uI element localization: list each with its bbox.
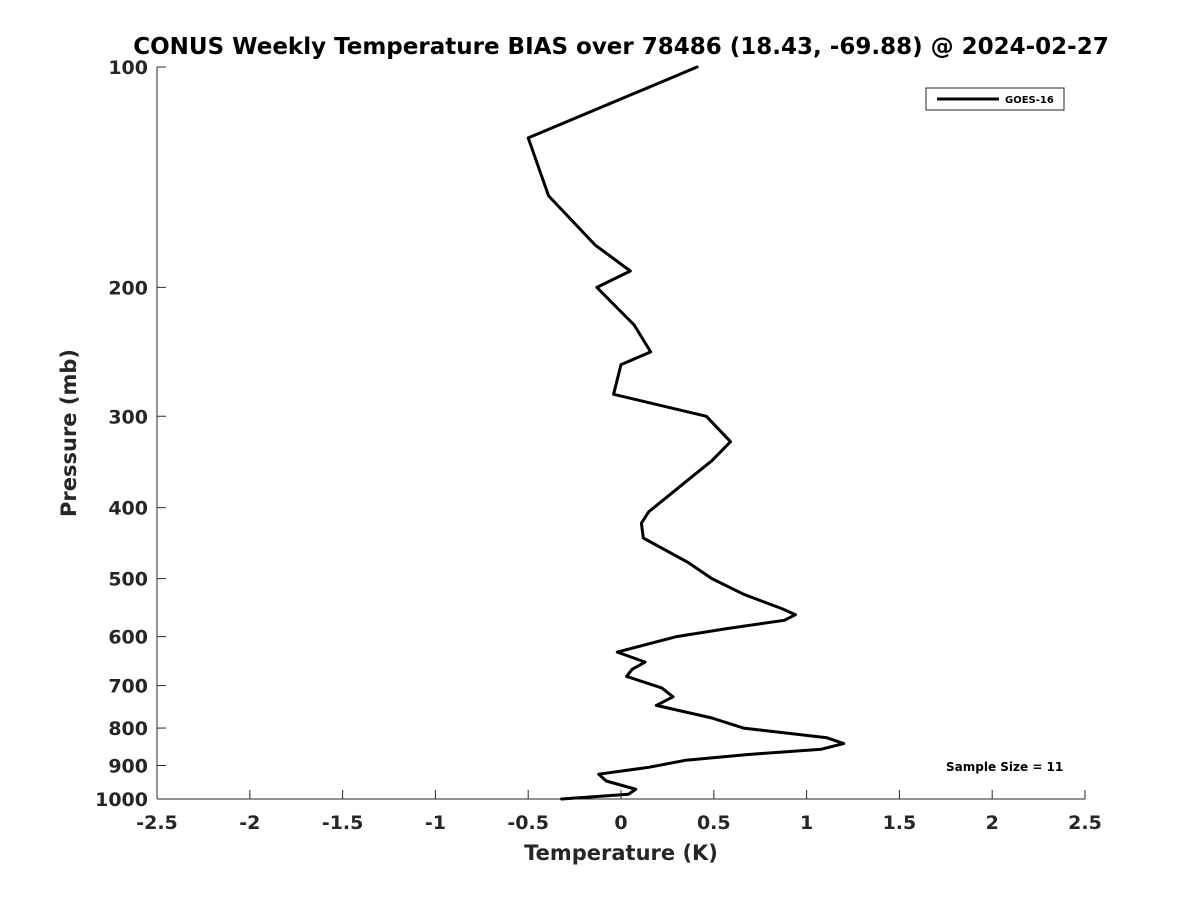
y-tick-label: 100 — [108, 57, 148, 79]
data-point — [825, 736, 829, 739]
x-tick-label: 2.5 — [1068, 812, 1102, 834]
data-point — [593, 243, 597, 247]
data-point — [686, 561, 689, 564]
data-point — [671, 695, 675, 698]
data-point — [675, 635, 678, 638]
y-tick-label: 700 — [108, 676, 148, 698]
data-point — [640, 522, 643, 525]
data-point — [695, 65, 699, 69]
data-point — [710, 459, 714, 462]
data-point — [605, 779, 608, 783]
data-point — [710, 577, 714, 580]
data-point — [629, 269, 632, 273]
x-axis-label: Temperature (K) — [524, 841, 718, 865]
data-point — [595, 286, 599, 289]
data-point — [705, 415, 708, 418]
y-tick-label: 900 — [108, 756, 148, 778]
data-point — [742, 593, 745, 596]
x-tick-label: -2.5 — [136, 812, 178, 834]
sample-size-annotation: Sample Size = 11 — [946, 760, 1063, 774]
data-point — [619, 363, 623, 366]
data-point — [560, 797, 563, 801]
x-tick-label: 1.5 — [883, 812, 917, 834]
data-point — [725, 627, 728, 630]
x-tick-label: 0 — [614, 812, 627, 834]
y-tick-label: 800 — [108, 718, 148, 740]
data-point — [655, 704, 658, 707]
data-point — [781, 607, 784, 611]
data-point — [729, 440, 732, 443]
series-line-0 — [526, 65, 846, 801]
y-tick-label: 600 — [108, 627, 148, 649]
x-tick-label: -1.5 — [322, 812, 364, 834]
data-point — [660, 686, 663, 690]
legend-entry: GOES-16 — [1005, 95, 1054, 106]
y-tick-label: 300 — [108, 406, 148, 428]
data-point — [642, 536, 645, 540]
data-point — [684, 759, 688, 762]
legend: GOES-16 — [925, 87, 1065, 111]
data-point — [547, 194, 550, 198]
x-axis: -2.5 -2 -1.5 -1 -0.5 0 0.5 1 1.5 2 2.5 — [136, 790, 1102, 834]
y-tick-label: 500 — [108, 569, 148, 591]
data-point — [612, 393, 615, 396]
data-point — [742, 726, 745, 730]
chart-title: CONUS Weekly Temperature BIAS over 78486… — [133, 34, 1108, 60]
data-point — [616, 650, 619, 654]
data-point — [627, 793, 630, 796]
data-point — [783, 619, 786, 622]
data-point — [710, 716, 714, 720]
data-point — [625, 675, 628, 678]
data-point — [649, 350, 652, 354]
data-point — [597, 773, 600, 776]
x-tick-label: -1 — [425, 812, 446, 834]
data-point — [820, 748, 823, 751]
data-point — [630, 668, 634, 671]
x-tick-label: 1 — [800, 812, 813, 834]
y-axis: 100 200 300 400 500 600 700 800 900 1000 — [95, 57, 166, 811]
data-point — [842, 742, 845, 745]
data-point — [744, 753, 747, 756]
data-point — [647, 510, 650, 513]
data-point — [647, 766, 650, 769]
data-point — [527, 136, 530, 140]
y-tick-label: 400 — [108, 498, 148, 520]
data-point — [794, 613, 797, 616]
y-tick-label: 1000 — [95, 789, 148, 811]
x-tick-label: -0.5 — [507, 812, 549, 834]
y-tick-label: 200 — [108, 277, 148, 299]
data-point — [632, 323, 636, 326]
x-tick-label: -2 — [239, 812, 260, 834]
data-point — [688, 477, 691, 480]
plot-area — [156, 65, 1085, 801]
data-point — [662, 498, 665, 501]
data-point — [643, 660, 647, 664]
data-point — [634, 788, 637, 791]
x-tick-label: 2 — [986, 812, 999, 834]
x-tick-label: 0.5 — [697, 812, 731, 834]
y-axis-label: Pressure (mb) — [57, 349, 81, 517]
